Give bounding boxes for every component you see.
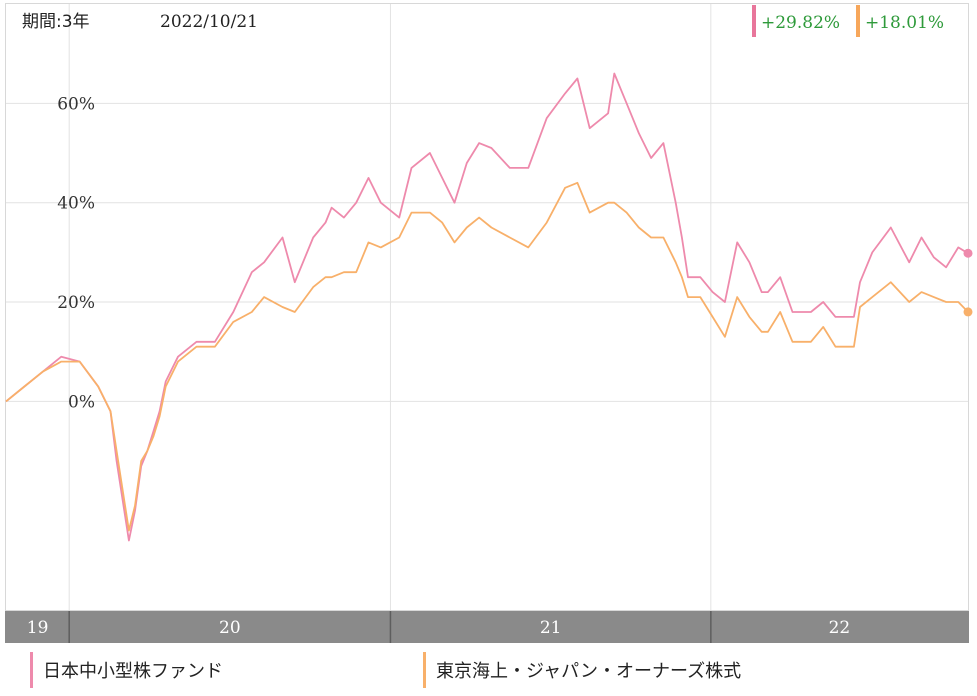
series-lines [5,72,973,542]
chart-header: 期間:3年 2022/10/21 +29.82% +18.01% [22,5,944,37]
series-end-point-1 [963,248,973,258]
gridlines [5,3,969,611]
return-value: +18.01% [865,13,944,33]
plot-frame [5,3,969,611]
legend-swatch [423,652,426,688]
y-axis-ticks: 60% 40% 20% 0% [57,94,95,412]
period-label: 期間:3年 [22,12,90,32]
y-tick-label: 20% [57,293,95,313]
date-label: 2022/10/21 [160,12,258,32]
x-tick-label: 22 [829,618,851,638]
return-value: +29.82% [761,13,840,33]
legend-item-series-1[interactable]: 日本中小型株ファンド [30,652,223,688]
x-tick-label: 19 [27,618,49,638]
y-tick-label: 0% [68,392,95,412]
series-line-1 [5,72,969,542]
y-tick-label: 40% [57,194,95,214]
x-tick-label: 20 [219,618,241,638]
series-line-2 [5,181,969,532]
x-axis-band: 19 20 21 22 [5,611,969,643]
x-axis-band-bg [5,611,969,643]
legend-swatch [30,652,33,688]
legend-label: 日本中小型株ファンド [43,661,223,682]
y-tick-label: 60% [57,94,95,114]
return-swatch [752,5,756,37]
legend-item-series-2[interactable]: 東京海上・ジャパン・オーナーズ株式 [423,652,741,688]
return-swatch [856,5,860,37]
legend-label: 東京海上・ジャパン・オーナーズ株式 [436,661,742,682]
series-end-point-2 [963,307,973,317]
x-tick-label: 21 [540,618,562,638]
